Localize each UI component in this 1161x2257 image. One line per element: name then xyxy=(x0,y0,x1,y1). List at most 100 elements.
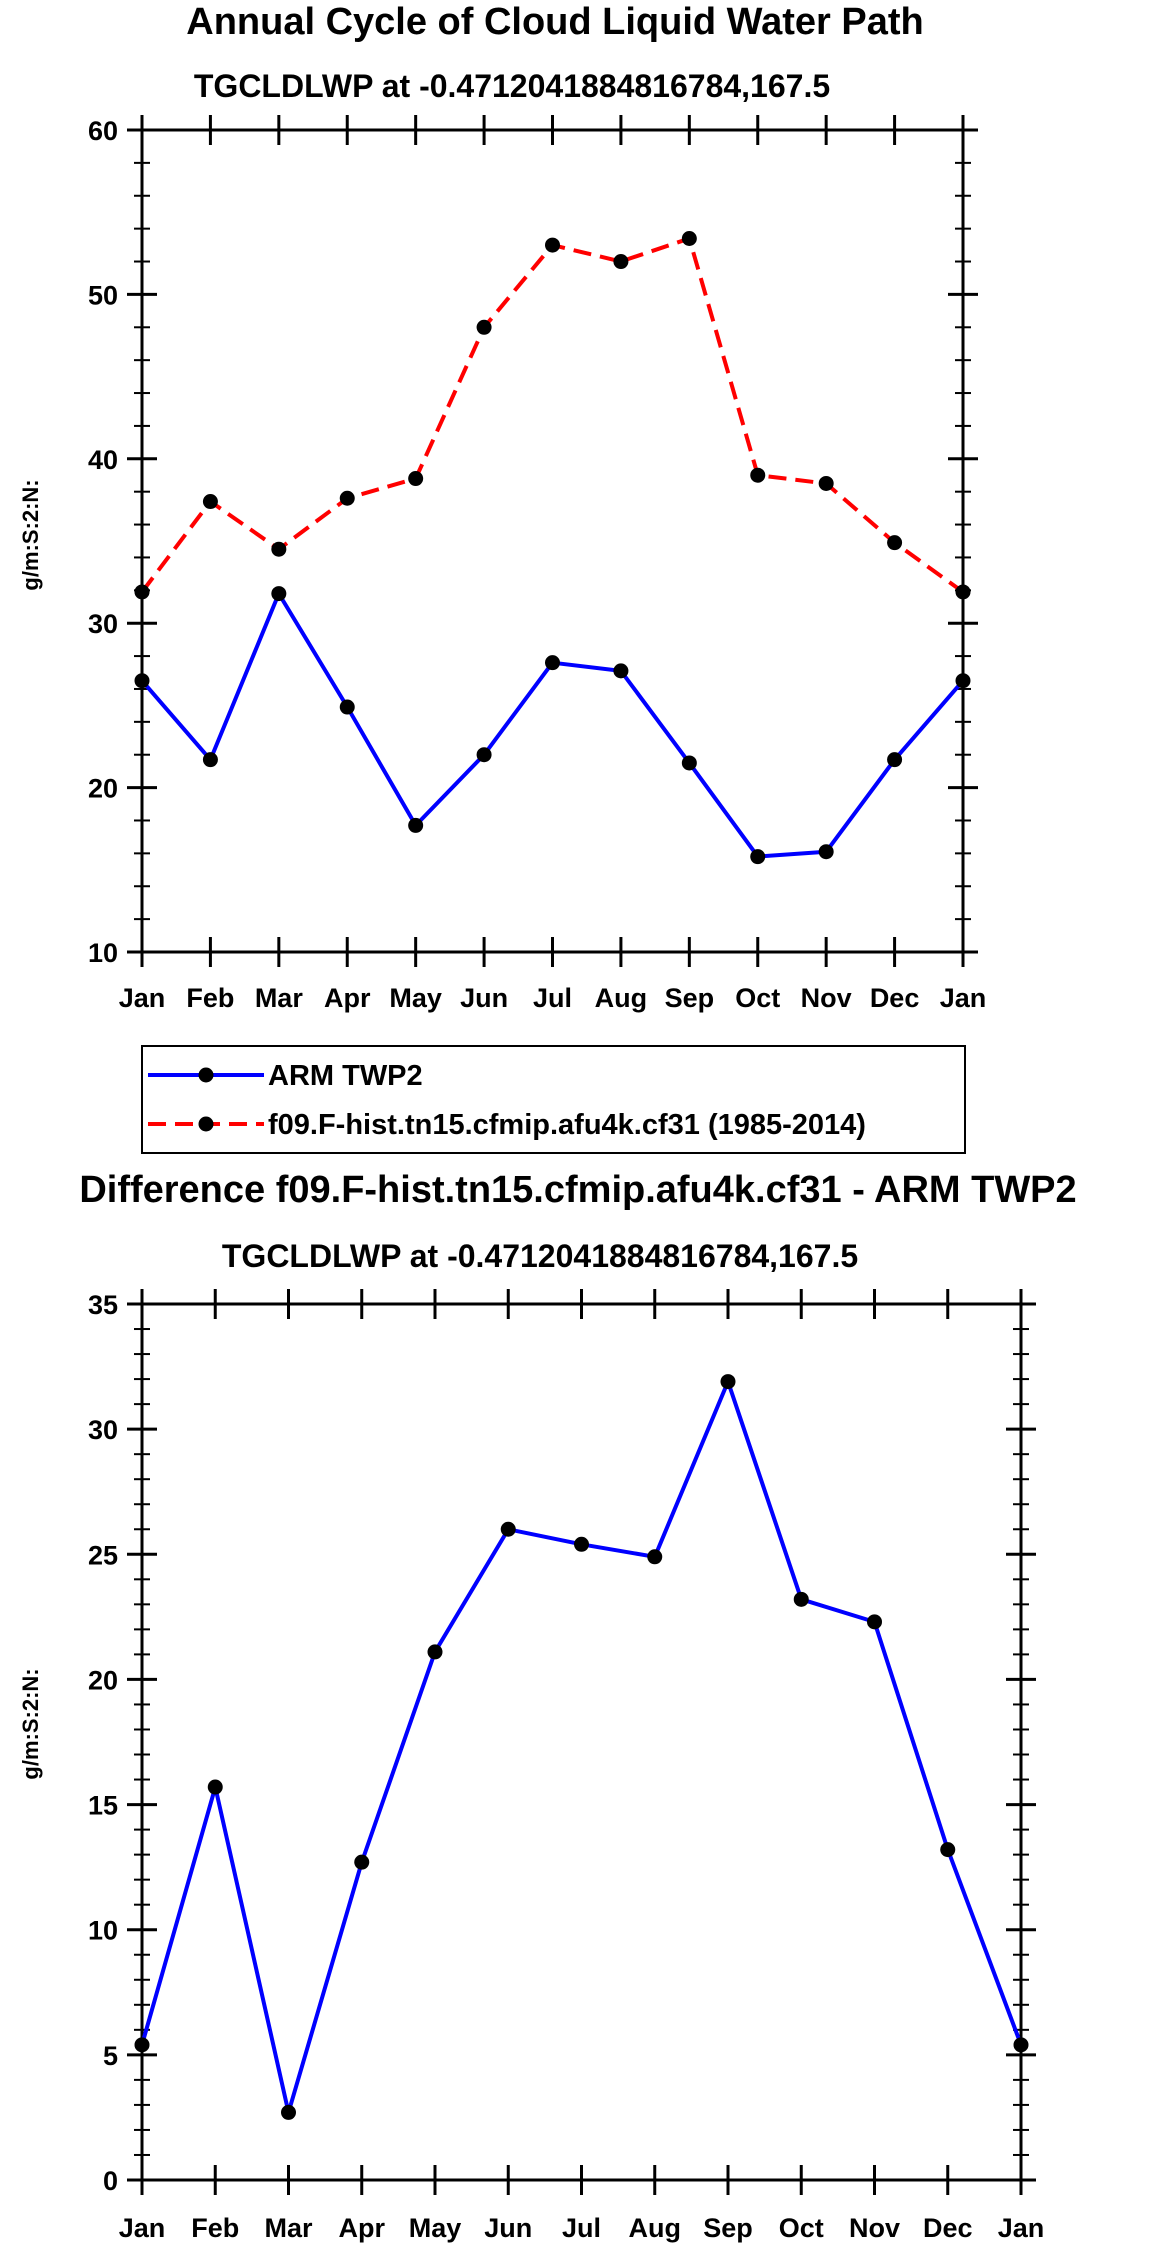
x-tick-label: May xyxy=(409,2213,462,2243)
data-point xyxy=(202,494,218,510)
data-point xyxy=(750,467,766,483)
data-point xyxy=(207,1779,223,1795)
data-point xyxy=(134,2037,150,2053)
x-tick-label: Nov xyxy=(801,983,852,1013)
x-tick-label: Jun xyxy=(484,2213,532,2243)
series-line-primary xyxy=(140,591,965,859)
data-point xyxy=(720,1374,736,1390)
x-tick-label: Jan xyxy=(119,983,166,1013)
data-point xyxy=(887,535,903,551)
data-point xyxy=(271,586,287,602)
x-tick-label: Apr xyxy=(324,983,371,1013)
y-tick-label: 40 xyxy=(88,445,118,475)
x-tick-label: Aug xyxy=(595,983,647,1013)
x-tick-label: Jul xyxy=(562,2213,601,2243)
chart1-y-axis-label: g/m:S:2:N: xyxy=(18,479,43,590)
chart1-series xyxy=(134,231,971,865)
chart1-y-tick-labels: 10 20 30 40 50 60 xyxy=(88,116,118,968)
data-point xyxy=(339,699,355,715)
legend-label-model: f09.F-hist.tn15.cfmip.afu4k.cf31 (1985-2… xyxy=(268,1109,866,1141)
x-tick-label: Jun xyxy=(460,983,508,1013)
legend-marker-arm xyxy=(198,1067,214,1083)
data-point xyxy=(940,1842,956,1858)
data-point xyxy=(818,475,834,491)
legend-label-arm: ARM TWP2 xyxy=(268,1060,423,1092)
y-tick-label: 50 xyxy=(88,280,118,310)
data-point xyxy=(500,1521,516,1537)
data-point xyxy=(408,471,424,487)
series-line-primary xyxy=(140,1379,1023,2115)
x-tick-label: Mar xyxy=(255,983,304,1013)
legend-marker-model xyxy=(198,1116,214,1132)
data-point xyxy=(476,747,492,763)
chart1-title: Annual Cycle of Cloud Liquid Water Path xyxy=(186,1,924,43)
data-point xyxy=(545,237,560,253)
x-tick-label: Dec xyxy=(870,983,920,1013)
chart1-subtitle: TGCLDLWP at -0.4712041884816784,167.5 xyxy=(194,68,830,104)
y-tick-label: 35 xyxy=(88,1290,118,1320)
data-point xyxy=(339,490,355,506)
data-point xyxy=(476,319,492,335)
x-tick-label: Jul xyxy=(533,983,572,1013)
data-point xyxy=(134,673,150,689)
data-point xyxy=(887,752,903,768)
chart1-plot-frame xyxy=(140,128,965,954)
chart2-series xyxy=(134,1374,1029,2120)
data-point xyxy=(793,1591,809,1607)
x-tick-label: Mar xyxy=(264,2213,313,2243)
y-tick-label: 20 xyxy=(88,774,118,804)
data-point xyxy=(574,1536,589,1552)
data-point xyxy=(613,254,629,270)
chart2-title: Difference f09.F-hist.tn15.cfmip.afu4k.c… xyxy=(79,1169,1076,1211)
series-line-secondary xyxy=(140,236,965,594)
x-tick-label: Feb xyxy=(186,983,234,1013)
x-tick-label: Feb xyxy=(191,2213,239,2243)
x-tick-label: Dec xyxy=(923,2213,973,2243)
panel-difference: Difference f09.F-hist.tn15.cfmip.afu4k.c… xyxy=(18,1169,1077,2243)
chart1-legend: ARM TWP2 f09.F-hist.tn15.cfmip.afu4k.cf3… xyxy=(141,1045,966,1154)
data-point xyxy=(1013,2037,1029,2053)
x-tick-label: Jan xyxy=(940,983,987,1013)
y-tick-label: 20 xyxy=(88,1665,118,1695)
data-point xyxy=(647,1549,663,1565)
chart1-x-tick-labels: Jan Feb Mar Apr May Jun Jul Aug Sep Oct Nov Dec Jan xyxy=(119,983,987,1013)
x-tick-label: Oct xyxy=(779,2213,824,2243)
data-point xyxy=(202,752,218,768)
data-point xyxy=(271,541,287,557)
data-point xyxy=(818,844,834,860)
y-tick-label: 10 xyxy=(88,1916,118,1946)
x-tick-label: Oct xyxy=(735,983,780,1013)
x-tick-label: Sep xyxy=(703,2213,753,2243)
y-tick-label: 30 xyxy=(88,1415,118,1445)
y-tick-label: 30 xyxy=(88,609,118,639)
data-point xyxy=(681,755,697,771)
chart2-y-axis-label: g/m:S:2:N: xyxy=(18,1668,43,1779)
data-point xyxy=(955,673,971,689)
data-point xyxy=(134,584,150,600)
data-point xyxy=(408,817,424,833)
data-point xyxy=(955,584,971,600)
data-point xyxy=(750,849,766,865)
chart2-y-tick-labels: 0 5 10 15 20 25 30 35 xyxy=(88,1290,118,2196)
x-tick-label: Apr xyxy=(339,2213,386,2243)
y-tick-label: 25 xyxy=(88,1540,118,1570)
x-tick-label: Sep xyxy=(665,983,715,1013)
data-point xyxy=(545,655,560,671)
data-point xyxy=(681,231,697,247)
legend-box xyxy=(141,1045,966,1154)
x-tick-label: Jan xyxy=(998,2213,1045,2243)
y-tick-label: 15 xyxy=(88,1791,118,1821)
x-tick-label: May xyxy=(389,983,442,1013)
data-point xyxy=(613,663,629,679)
chart2-ticks xyxy=(127,1289,1036,2195)
x-tick-label: Nov xyxy=(849,2213,900,2243)
data-point xyxy=(281,2104,296,2120)
y-tick-label: 10 xyxy=(88,938,118,968)
y-tick-label: 60 xyxy=(88,116,118,146)
x-tick-label: Jan xyxy=(119,2213,166,2243)
data-point xyxy=(427,1644,443,1660)
panel-annual-cycle: Annual Cycle of Cloud Liquid Water Path … xyxy=(18,1,987,1154)
chart2-x-tick-labels: Jan Feb Mar Apr May Jun Jul Aug Sep Oct Nov Dec Jan xyxy=(119,2213,1045,2243)
x-tick-label: Aug xyxy=(629,2213,681,2243)
